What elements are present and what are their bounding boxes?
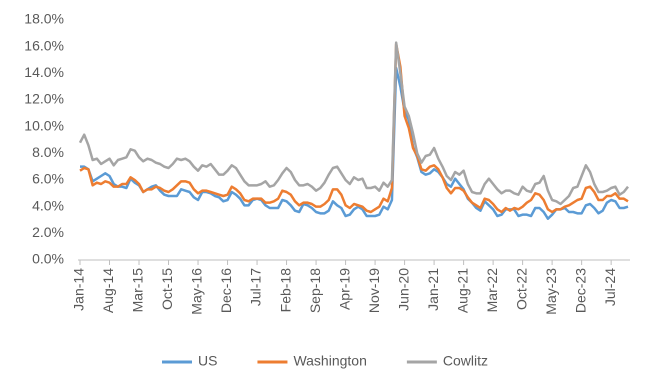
x-tick-label: Mar-22 [484, 268, 500, 313]
x-tick-label: Mar-15 [130, 268, 146, 313]
legend-label: Cowlitz [443, 353, 488, 369]
y-tick-label: 10.0% [24, 117, 64, 133]
x-tick-label: Jun-20 [395, 268, 411, 311]
y-tick-label: 6.0% [32, 171, 64, 187]
x-tick-label: Jan-14 [71, 268, 87, 311]
x-tick-label: Jul-17 [248, 268, 264, 306]
x-tick-label: Dec-16 [218, 268, 234, 313]
series-line [78, 41, 629, 206]
y-tick-label: 16.0% [24, 37, 64, 53]
x-tick-label: May-16 [189, 268, 205, 315]
legend-label: US [198, 353, 217, 369]
x-tick-label: Nov-19 [366, 268, 382, 313]
x-tick-label: Aug-14 [100, 268, 116, 313]
y-tick-label: 0.0% [32, 251, 64, 267]
legend-label: Washington [293, 353, 366, 369]
x-tick-label: Oct-15 [159, 268, 175, 310]
y-tick-label: 14.0% [24, 64, 64, 80]
y-tick-label: 12.0% [24, 91, 64, 107]
x-tick-label: Jan-21 [425, 268, 441, 311]
x-tick-label: Sep-18 [307, 268, 323, 313]
x-tick-label: Jul-24 [602, 268, 618, 306]
x-tick-label: Dec-23 [572, 268, 588, 313]
x-tick-label: May-23 [543, 268, 559, 315]
series-line [80, 66, 629, 220]
x-tick-label: Oct-22 [513, 268, 529, 310]
y-tick-label: 8.0% [32, 144, 64, 160]
y-tick-label: 4.0% [32, 197, 64, 213]
y-tick-label: 2.0% [32, 224, 64, 240]
y-tick-label: 18.0% [24, 11, 64, 27]
x-tick-label: Apr-19 [336, 268, 352, 310]
series-line [79, 42, 629, 214]
x-tick-label: Aug-21 [454, 268, 470, 313]
x-tick-label: Feb-18 [277, 268, 293, 313]
